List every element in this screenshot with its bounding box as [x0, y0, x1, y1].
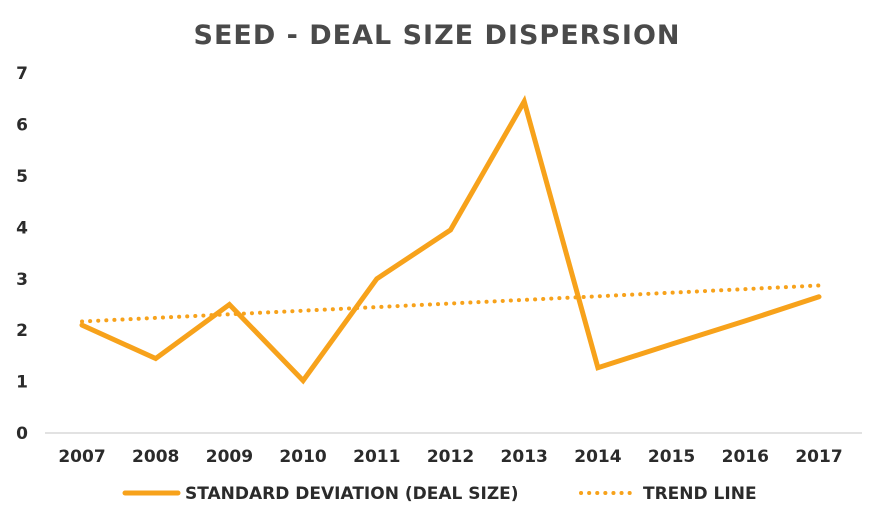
- x-tick-label: 2014: [574, 447, 621, 467]
- x-tick-label: 2017: [795, 447, 842, 467]
- x-tick-label: 2013: [501, 447, 548, 467]
- y-tick-label: 5: [16, 167, 28, 187]
- x-tick-label: 2012: [427, 447, 474, 467]
- x-tick-label: 2009: [206, 447, 253, 467]
- x-tick-label: 2010: [279, 447, 326, 467]
- x-tick-label: 2007: [58, 447, 105, 467]
- x-axis: 2007 2008 2009 2010 2011 2012 2013 2014 2015 2016…: [58, 447, 842, 467]
- y-tick-label: 1: [16, 373, 28, 393]
- legend-label: STANDARD DEVIATION (DEAL SIZE): [185, 484, 519, 504]
- standard-deviation-line: [79, 95, 822, 385]
- chart-title: SEED - DEAL SIZE DISPERSION: [194, 20, 681, 51]
- y-tick-label: 6: [16, 116, 28, 136]
- x-tick-label: 2008: [132, 447, 179, 467]
- y-tick-label: 3: [16, 270, 28, 290]
- y-tick-label: 4: [16, 218, 28, 238]
- plot-area: [79, 95, 822, 385]
- y-tick-label: 7: [16, 64, 28, 84]
- x-tick-label: 2016: [722, 447, 769, 467]
- y-tick-label: 0: [16, 424, 28, 444]
- x-tick-label: 2011: [353, 447, 400, 467]
- y-tick-label: 2: [16, 321, 28, 341]
- legend: STANDARD DEVIATION (DEAL SIZE) TREND LINE: [122, 484, 757, 504]
- y-axis: 0 1 2 3 4 5 6 7: [16, 64, 28, 444]
- legend-label: TREND LINE: [643, 484, 757, 504]
- trend-line: [80, 283, 821, 324]
- x-tick-label: 2015: [648, 447, 695, 467]
